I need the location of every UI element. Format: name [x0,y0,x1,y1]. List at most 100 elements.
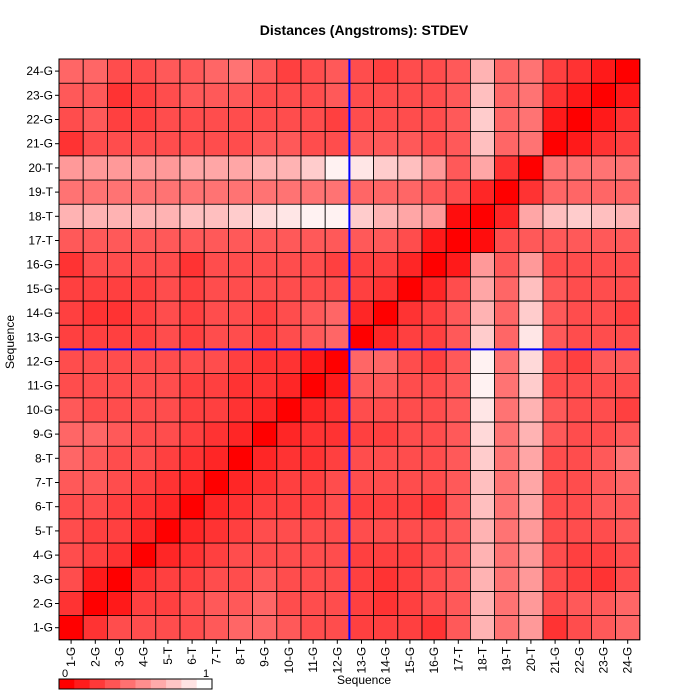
heatmap-cell [421,469,447,495]
heatmap-cell [252,373,278,399]
x-tick-label: 1-G [64,647,78,667]
heatmap-cell [131,324,157,350]
heatmap-cell [179,445,205,471]
heatmap-cell [615,445,641,471]
heatmap-cell [348,107,374,133]
heatmap-cell [131,373,157,399]
heatmap-cell [542,324,568,350]
heatmap-cell [203,542,229,568]
heatmap-cell [203,518,229,544]
heatmap-cell [82,518,108,544]
heatmap-cell [445,179,471,205]
heatmap-cell [227,227,253,253]
heatmap-cell [82,591,108,617]
heatmap-cell [348,494,374,520]
heatmap-cell [107,252,133,278]
heatmap-cell [373,445,399,471]
heatmap-cell [276,348,302,374]
heatmap-cell [397,58,423,84]
heatmap-cell [131,397,157,423]
heatmap-cell [494,591,520,617]
heatmap-cell [82,203,108,229]
heatmap-cell [131,469,157,495]
heatmap-cell [469,324,495,350]
heatmap-cell [397,615,423,641]
x-tick-label: 7-T [209,646,223,665]
y-tick-label: 11-G [27,379,53,393]
heatmap-cell [107,421,133,447]
heatmap-cell [421,348,447,374]
heatmap-cell [348,252,374,278]
heatmap-cell [324,348,350,374]
heatmap-cell [227,300,253,326]
heatmap-cell [373,107,399,133]
heatmap-cell [566,300,592,326]
heatmap-cell [421,445,447,471]
heatmap-cell [615,348,641,374]
heatmap-cell [518,615,544,641]
heatmap-cell [300,615,326,641]
heatmap-cell [155,107,181,133]
heatmap-cell [518,469,544,495]
heatmap-cell [615,107,641,133]
heatmap-cell [203,373,229,399]
heatmap-cell [203,469,229,495]
heatmap-cell [397,300,423,326]
heatmap-cell [252,300,278,326]
heatmap-cell [542,566,568,592]
heatmap-cell [58,373,84,399]
heatmap-cell [494,324,520,350]
heatmap-cell [324,373,350,399]
heatmap-cell [615,179,641,205]
heatmap-cell [566,58,592,84]
x-tick-label: 6-T [185,646,199,665]
heatmap-cell [591,615,617,641]
heatmap-cell [566,445,592,471]
heatmap-cell [566,542,592,568]
heatmap-cell [397,566,423,592]
heatmap-cell [373,252,399,278]
heatmap-cell [131,566,157,592]
heatmap-cell [179,58,205,84]
heatmap-cell [155,203,181,229]
heatmap-cell [421,494,447,520]
heatmap-cell [58,397,84,423]
y-tick-label: 7-T [35,476,54,490]
heatmap-cell [518,518,544,544]
heatmap-cell [348,179,374,205]
heatmap-cell [324,179,350,205]
heatmap-cell [469,203,495,229]
y-tick-label: 4-G [33,548,53,562]
heatmap-cell [203,131,229,157]
heatmap-cell [131,203,157,229]
heatmap-cell [227,469,253,495]
heatmap-cell [324,445,350,471]
heatmap-cell [591,566,617,592]
heatmap-cell [300,107,326,133]
heatmap-cell [131,348,157,374]
heatmap-cell [566,615,592,641]
heatmap-cell [203,252,229,278]
heatmap-cell [203,203,229,229]
heatmap-cell [615,82,641,108]
heatmap-cell [518,324,544,350]
legend-swatch [166,679,182,689]
heatmap-cell [300,58,326,84]
heatmap-cell [107,227,133,253]
heatmap-cell [179,542,205,568]
heatmap-cell [155,469,181,495]
heatmap-cell [373,566,399,592]
heatmap-cell [591,494,617,520]
heatmap-cell [591,373,617,399]
heatmap-cell [348,421,374,447]
heatmap-cell [203,348,229,374]
heatmap-cell [421,107,447,133]
heatmap-cell [494,566,520,592]
heatmap-cell [58,58,84,84]
heatmap-cell [203,615,229,641]
heatmap-cell [203,397,229,423]
heatmap-cell [155,494,181,520]
heatmap-cell [227,542,253,568]
heatmap-cell [494,252,520,278]
heatmap-cell [469,227,495,253]
